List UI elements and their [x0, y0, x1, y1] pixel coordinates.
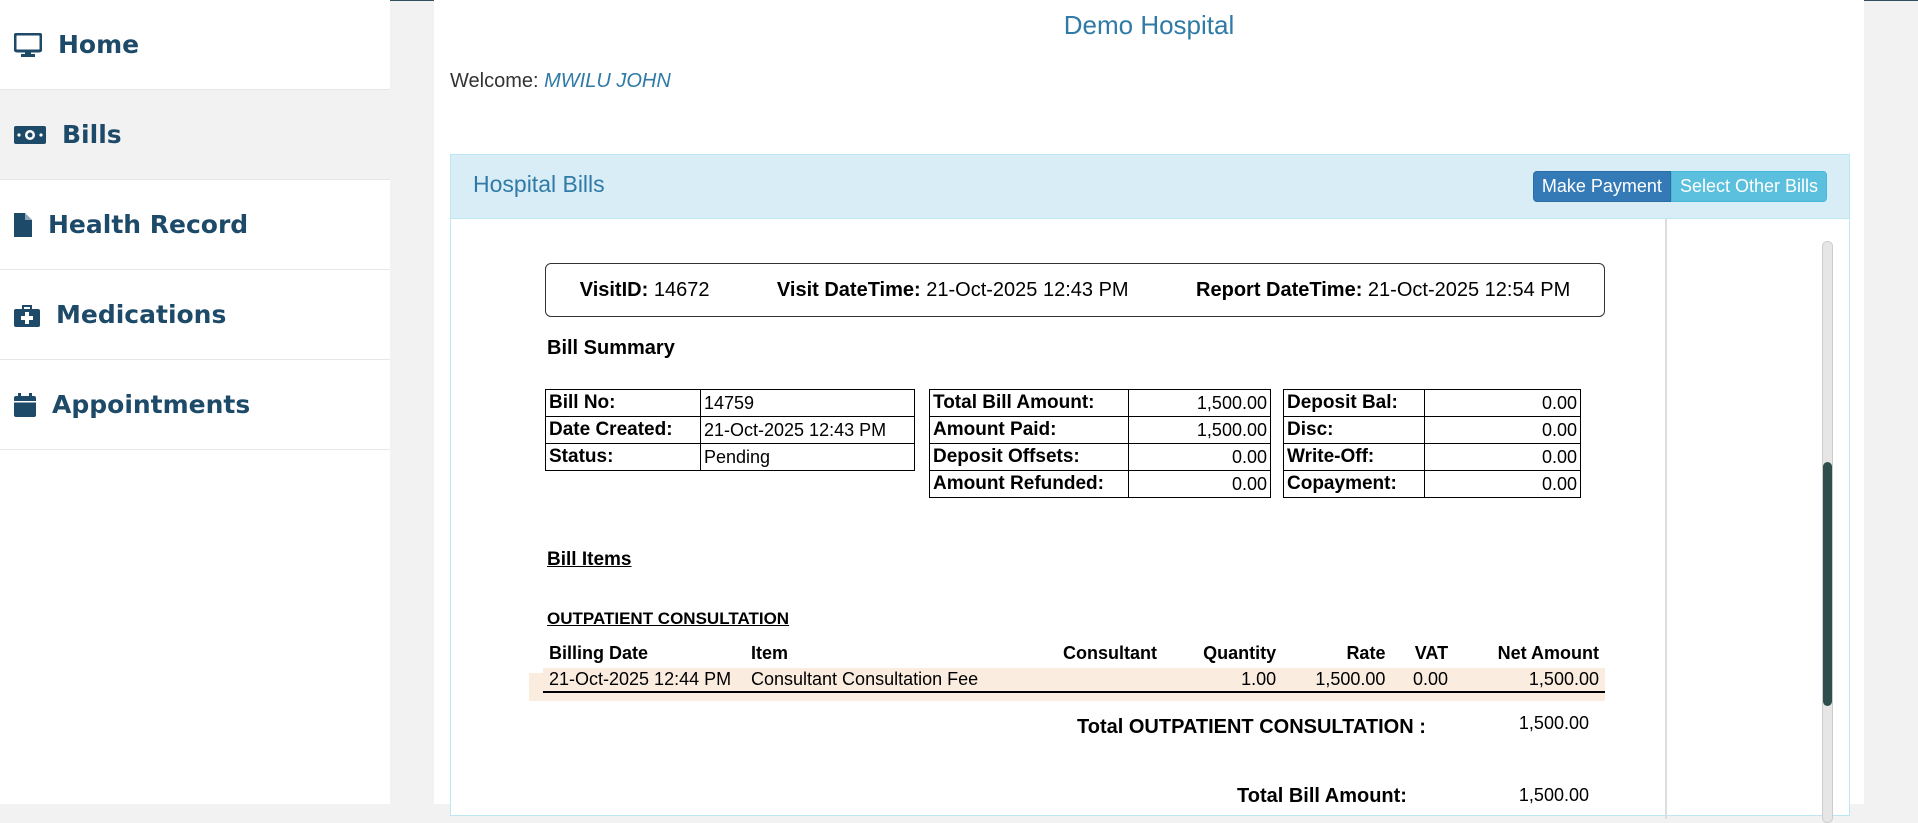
category-total-value: 1,500.00 [1518, 713, 1589, 733]
cell-item: Consultant Consultation Fee [745, 668, 1057, 693]
col-billing-date: Billing Date [549, 643, 649, 663]
amount-paid-label: Amount Paid: [929, 416, 1129, 444]
col-rate: Rate [1346, 643, 1386, 663]
bill-total-label: Total Bill Amount: [1237, 785, 1407, 807]
bill-items-heading: Bill Items [547, 549, 632, 570]
cell-net-amount: 1,500.00 [1454, 668, 1605, 693]
table-row: 21-Oct-2025 12:44 PM Consultant Consulta… [543, 668, 1605, 693]
medkit-icon [14, 304, 40, 327]
select-other-bills-button[interactable]: Select Other Bills [1670, 171, 1827, 202]
file-icon [14, 212, 32, 237]
col-quantity: Quantity [1203, 643, 1277, 663]
bill-amounts-table: Total Bill Amount: 1,500.00 Amount Paid: 1… [929, 389, 1271, 498]
sidebar-item-home[interactable]: Home [0, 0, 390, 90]
cell-rate: 1,500.00 [1282, 668, 1392, 693]
sidebar-item-bills[interactable]: Bills [0, 90, 390, 180]
cell-billing-date: 21-Oct-2025 12:44 PM [543, 668, 745, 693]
button-group: Make Payment Select Other Bills [1532, 171, 1827, 202]
write-off-value: 0.00 [1424, 443, 1581, 471]
scrollbar-thumb[interactable] [1823, 462, 1832, 706]
hospital-name: Demo Hospital [1063, 10, 1235, 40]
col-net-amount: Net Amount [1497, 643, 1599, 663]
col-consultant: Consultant [1063, 643, 1157, 663]
category-total-label: Total OUTPATIENT CONSULTATION : [1077, 716, 1426, 738]
deposit-bal-label: Deposit Bal: [1283, 389, 1425, 417]
total-bill-amount-label: Total Bill Amount: [929, 389, 1129, 417]
disc-value: 0.00 [1424, 416, 1581, 444]
deposit-bal-value: 0.00 [1424, 389, 1581, 417]
disc-label: Disc: [1283, 416, 1425, 444]
welcome-label: Welcome: [450, 70, 539, 92]
desktop-icon [14, 32, 42, 57]
bill-total-value: 1,500.00 [1518, 785, 1589, 805]
welcome-line: Welcome: MWILU JOHN [450, 70, 671, 93]
bill-info-table: Bill No: 14759 Date Created: 21-Oct-2025 1… [545, 389, 915, 471]
sidebar-item-health-record[interactable]: Health Record [0, 180, 390, 270]
sidebar-item-medications[interactable]: Medications [0, 270, 390, 360]
sidebar-item-label: Home [58, 30, 140, 59]
sidebar-item-label: Medications [56, 300, 227, 329]
cell-quantity: 1.00 [1169, 668, 1283, 693]
sidebar-item-label: Health Record [48, 210, 249, 239]
cell-consultant [1057, 668, 1169, 693]
visit-info-box: VisitID: 14672 Visit DateTime: 21-Oct-20… [545, 263, 1605, 317]
money-bill-icon [14, 125, 46, 144]
report-datetime: Report DateTime: 21-Oct-2025 12:54 PM [1196, 278, 1571, 301]
status-label: Status: [545, 443, 701, 471]
date-created-label: Date Created: [545, 416, 701, 444]
sidebar-item-appointments[interactable]: Appointments [0, 360, 390, 450]
bill-no-label: Bill No: [545, 389, 701, 417]
sidebar-item-label: Appointments [52, 390, 251, 419]
sidebar: Home Bills Health Record Medications App… [0, 0, 390, 804]
col-vat: VAT [1414, 643, 1449, 663]
user-name: MWILU JOHN [544, 70, 671, 92]
total-bill-amount-value: 1,500.00 [1128, 389, 1271, 417]
panel-heading: Hospital Bills Make Payment Select Other… [451, 155, 1849, 219]
bill-adjustments-table: Deposit Bal: 0.00 Disc: 0.00 Write-Off: 0.0… [1283, 389, 1581, 498]
deposit-offsets-value: 0.00 [1128, 443, 1271, 471]
bill-no-value: 14759 [700, 389, 915, 417]
visit-datetime: Visit DateTime: 21-Oct-2025 12:43 PM [776, 278, 1129, 301]
copayment-label: Copayment: [1283, 470, 1425, 498]
amount-refunded-value: 0.00 [1128, 470, 1271, 498]
status-value: Pending [700, 443, 915, 471]
hospital-bills-panel: Hospital Bills Make Payment Select Other… [450, 154, 1850, 823]
bill-summary-heading: Bill Summary [547, 337, 675, 359]
table-header-row: Billing Date Item Consultant Quantity Ra… [543, 639, 1605, 668]
main-content: Demo Hospital Welcome: MWILU JOHN Hospit… [434, 0, 1864, 823]
copayment-value: 0.00 [1424, 470, 1581, 498]
panel-title: Hospital Bills [473, 171, 605, 197]
category-heading: OUTPATIENT CONSULTATION [547, 609, 790, 628]
calendar-icon [14, 392, 36, 417]
col-item: Item [751, 643, 789, 663]
amount-refunded-label: Amount Refunded: [929, 470, 1129, 498]
bill-items-table: Billing Date Item Consultant Quantity Ra… [543, 639, 1605, 693]
bill-report-frame: VisitID: 14672 Visit DateTime: 21-Oct-20… [451, 219, 1667, 819]
amount-paid-value: 1,500.00 [1128, 416, 1271, 444]
make-payment-button[interactable]: Make Payment [1532, 171, 1671, 202]
deposit-offsets-label: Deposit Offsets: [929, 443, 1129, 471]
write-off-label: Write-Off: [1283, 443, 1425, 471]
visit-id: VisitID: 14672 [579, 278, 710, 301]
cell-vat: 0.00 [1391, 668, 1455, 693]
sidebar-item-label: Bills [62, 120, 122, 149]
report-scrollbar[interactable] [1822, 241, 1833, 823]
date-created-value: 21-Oct-2025 12:43 PM [700, 416, 915, 444]
